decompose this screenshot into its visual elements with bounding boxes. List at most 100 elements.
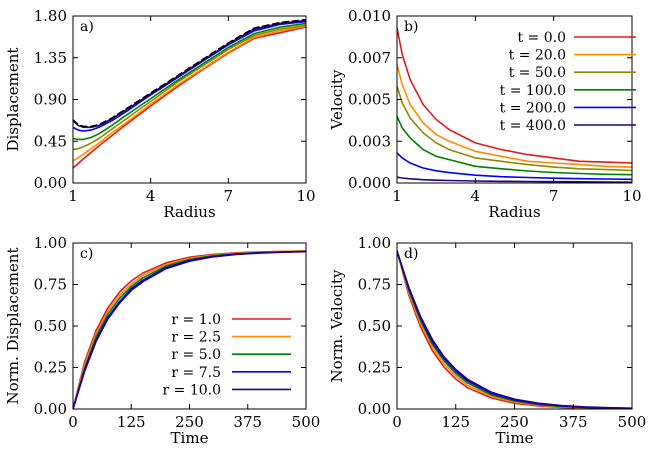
legend-item-r-10-0: r = 10.0: [163, 382, 291, 398]
x-tick-label: 1: [392, 187, 402, 205]
y-tick-label: 0.45: [34, 132, 67, 150]
x-tick-label: 500: [618, 413, 647, 431]
y-tick-label: 0.75: [358, 276, 391, 294]
plot-frame: [396, 242, 633, 410]
series-line-t-100-0: [397, 115, 632, 176]
series-line-4: [73, 22, 306, 141]
x-tick-label: 7: [549, 187, 559, 205]
legend-label: t = 20.0: [509, 48, 566, 64]
series-line-t-400-0: [397, 176, 632, 183]
legend-label: t = 100.0: [500, 83, 566, 99]
y-tick-label: 0.90: [34, 91, 67, 109]
series-line-t-0-0: [397, 26, 632, 164]
series-line-t-200-0: [397, 152, 632, 181]
series-line-r-10-0: [73, 250, 306, 409]
y-tick-label: 0.010: [348, 7, 391, 25]
legend-item-r-2-5: r = 2.5: [171, 330, 291, 346]
x-tick-label: 10: [296, 187, 315, 205]
x-tick-label: 4: [146, 187, 156, 205]
y-axis-label: Displacement: [4, 48, 22, 152]
legend-item-r-1-0: r = 1.0: [171, 312, 291, 328]
x-tick-label: 4: [471, 187, 481, 205]
y-tick-label: 1.00: [34, 234, 67, 252]
x-tick-label: 375: [233, 413, 262, 431]
legend-label: t = 0.0: [517, 30, 566, 46]
y-tick-label: 0.00: [358, 400, 391, 418]
series-line-7: [73, 18, 306, 128]
panel-d: 0 125 250 375 500 0.00 0.25 0.50 0.75 1.00 Time Nor…: [328, 234, 646, 447]
plot-frame: [72, 15, 307, 184]
legend-item-t-400-0: t = 400.0: [500, 118, 636, 134]
y-axis-label: Norm. Displacement: [4, 247, 22, 404]
legend-label: r = 1.0: [171, 312, 221, 328]
series-line-5: [73, 20, 306, 132]
series-line-4: [397, 250, 632, 409]
panel-b: 1 4 7 10 0.000 0.003 0.005 0.007 0.010 Radius Velo…: [328, 7, 642, 221]
x-tick-label: 0: [68, 413, 78, 431]
legend-item-r-7-5: r = 7.5: [171, 365, 291, 381]
series-line-t-20-0: [397, 63, 632, 168]
legend-item-t-50-0: t = 50.0: [509, 65, 636, 81]
series-group: [397, 250, 632, 409]
panel-tag: a): [80, 19, 94, 35]
x-tick-label: 7: [224, 187, 234, 205]
legend-label: t = 200.0: [500, 100, 566, 116]
y-tick-label: 0.003: [348, 132, 391, 150]
legend: r = 1.0 r = 2.5r = 5.0 r = 7.5r = 10.0: [163, 312, 291, 398]
panel-c: 0 125 250 375 500 0.00 0.25 0.50 0.75 1.00 Time Nor…: [4, 234, 320, 447]
series-group: [397, 26, 632, 183]
legend-label: r = 2.5: [171, 330, 221, 346]
y-axis-label: Norm. Velocity: [328, 269, 346, 382]
x-tick-label: 1: [68, 187, 78, 205]
series-line-1: [397, 250, 632, 409]
x-tick-label: 10: [622, 187, 641, 205]
series-group: [73, 18, 306, 169]
legend-item-t-200-0: t = 200.0: [500, 100, 636, 116]
y-axis-label: Velocity: [328, 69, 346, 130]
legend: t = 0.0 t = 20.0t = 50.0 t = 100.0t = 200.…: [500, 30, 636, 134]
panel-tag: c): [80, 246, 93, 262]
y-tick-label: 0.50: [34, 317, 67, 335]
x-tick-label: 125: [441, 413, 470, 431]
y-tick-label: 0.75: [34, 276, 67, 294]
series-line-3: [73, 24, 306, 151]
legend-label: t = 50.0: [509, 65, 566, 81]
legend-item-t-20-0: t = 20.0: [509, 48, 636, 64]
y-tick-label: 0.000: [348, 174, 391, 192]
x-tick-label: 500: [292, 413, 321, 431]
x-axis-label: Time: [496, 429, 534, 447]
y-tick-label: 0.25: [34, 359, 67, 377]
series-line-t-50-0: [397, 85, 632, 172]
series-line-2: [397, 250, 632, 409]
x-tick-label: 375: [559, 413, 588, 431]
legend-label: r = 7.5: [171, 365, 221, 381]
y-tick-label: 1.00: [358, 234, 391, 252]
series-group: [73, 250, 306, 409]
legend-label: t = 400.0: [500, 118, 566, 134]
y-tick-label: 0.00: [34, 174, 67, 192]
series-line-2: [73, 25, 306, 162]
legend-item-t-0-0: t = 0.0: [517, 30, 636, 46]
x-tick-label: 0: [392, 413, 402, 431]
legend-label: r = 10.0: [163, 382, 222, 398]
y-tick-label: 1.35: [34, 49, 67, 67]
y-tick-label: 0.25: [358, 359, 391, 377]
y-tick-label: 0.50: [358, 317, 391, 335]
x-tick-label: 250: [175, 413, 204, 431]
legend-label: r = 5.0: [171, 347, 221, 363]
series-line-1: [73, 26, 306, 169]
legend-item-r-5-0: r = 5.0: [171, 347, 291, 363]
panel-a: 1 4 7 10 0.00 0.45 0.90 1.35 1.80 Radius Displacem…: [4, 7, 316, 221]
series-line-3: [397, 250, 632, 409]
y-tick-label: 1.80: [34, 7, 67, 25]
x-tick-label: 125: [117, 413, 146, 431]
y-tick-label: 0.005: [348, 91, 391, 109]
x-axis-label: Radius: [488, 203, 540, 221]
y-tick-label: 0.00: [34, 400, 67, 418]
series-line-5: [397, 250, 632, 409]
legend-item-t-100-0: t = 100.0: [500, 83, 636, 99]
x-axis-label: Time: [171, 429, 209, 447]
panel-tag: d): [404, 246, 418, 262]
x-axis-label: Radius: [163, 203, 215, 221]
